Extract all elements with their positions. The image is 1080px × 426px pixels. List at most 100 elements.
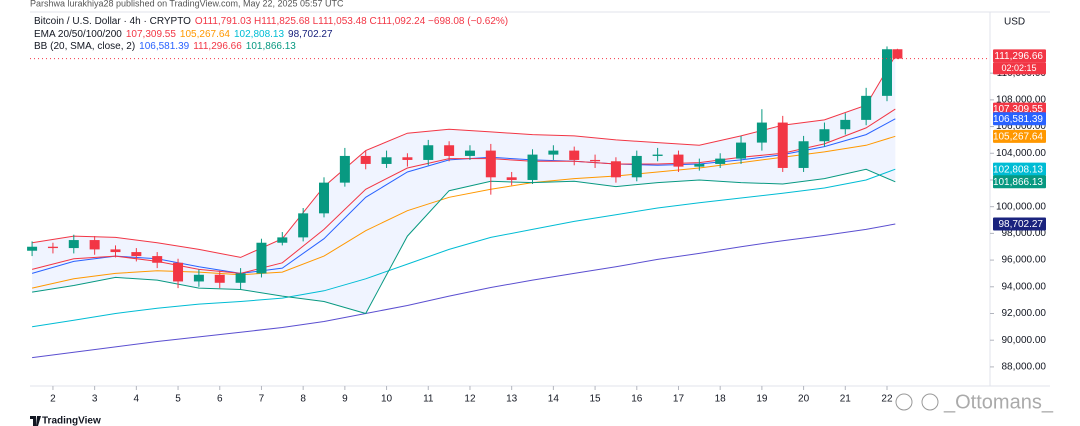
price-badge: [993, 162, 1046, 176]
candle-body: [464, 150, 475, 156]
y-tick-label: 90,000.00: [1002, 335, 1047, 346]
y-tick-label: 96,000.00: [1002, 255, 1047, 266]
y-tick-label: 106,000.00: [996, 121, 1046, 132]
price-badge-label: 111,296.66: [994, 51, 1043, 62]
x-tick-label: 2: [50, 394, 56, 405]
candle-body: [235, 273, 246, 283]
legend-value: 102,808.13: [234, 29, 284, 40]
price-badge: [993, 217, 1046, 231]
candle-body: [840, 119, 851, 130]
symbol: Bitcoin / U.S. Dollar · 4h · CRYPTO: [34, 16, 191, 27]
candle-body: [881, 49, 892, 96]
candle-body: [193, 274, 204, 282]
x-tick-label: 3: [92, 394, 98, 405]
legend-label: EMA 20/50/100/200: [34, 29, 122, 40]
candle-body: [506, 177, 517, 180]
price-badge-label: 107,309.55: [993, 104, 1043, 115]
candle-body: [360, 155, 371, 164]
legend-label: BB (20, SMA, close, 2): [34, 41, 135, 52]
candle-body: [590, 159, 601, 162]
candle-body: [89, 240, 100, 250]
candle-body: [47, 246, 58, 249]
logo: [30, 416, 41, 426]
candle-body: [27, 246, 38, 251]
y-tick-label: 100,000.00: [996, 201, 1046, 212]
legend-value: 106,581.39: [139, 41, 189, 52]
x-tick-label: 15: [590, 394, 602, 405]
price-badge-label: 102,808.13: [993, 164, 1043, 175]
candle-body: [892, 49, 903, 59]
candle-body: [673, 154, 684, 167]
credit: Parshwa lurakhiya28 published on Trading…: [30, 0, 344, 8]
candle-body: [256, 242, 267, 274]
indicator-line: [32, 168, 896, 328]
x-tick-label: 17: [673, 394, 685, 405]
y-tick-label: 104,000.00: [996, 148, 1046, 159]
candle-body: [319, 182, 330, 214]
legend-value: 107,309.55: [126, 29, 176, 40]
candle-body: [569, 150, 580, 160]
y-tick-label: 94,000.00: [1002, 281, 1047, 292]
legend-row: EMA 20/50/100/200 107,309.55 105,267.64 102…: [34, 29, 333, 40]
candle-body: [214, 274, 225, 283]
x-tick-label: 18: [715, 394, 727, 405]
candle-body: [694, 163, 705, 167]
candle-body: [631, 155, 642, 178]
candle-body: [381, 157, 392, 164]
x-tick-label: 12: [464, 394, 476, 405]
y-tick-label: 92,000.00: [1002, 308, 1047, 319]
plot: 88,000.00 90,000.00 92,000.00 94,000.00 96,0…: [27, 46, 1047, 405]
candle-body: [819, 129, 830, 142]
candle-body: [756, 122, 767, 143]
currency: USD: [1004, 17, 1025, 28]
x-tick-label: 13: [506, 394, 518, 405]
candle-body: [715, 158, 726, 164]
candle-body: [861, 95, 872, 120]
x-tick-label: 11: [423, 394, 434, 405]
candle-body: [423, 145, 434, 160]
candle-body: [485, 150, 496, 178]
ohlc: O111,791.03 H111,825.68 L111,053.48 C111…: [195, 16, 508, 27]
watermark-icon: [895, 393, 913, 411]
price-badge: [993, 49, 1046, 63]
x-tick-label: 19: [756, 394, 768, 405]
candle-body: [736, 142, 747, 159]
x-tick-label: 7: [259, 394, 265, 405]
price-badge-label: 101,866.13: [993, 177, 1043, 188]
x-tick-label: 8: [300, 394, 306, 405]
bb-fill: [32, 55, 896, 314]
legend-row: BB (20, SMA, close, 2) 106,581.39 111,296.…: [34, 41, 296, 52]
x-tick-label: 21: [840, 394, 852, 405]
candle-body: [339, 155, 350, 183]
candle-body: [652, 154, 663, 156]
candle-body: [402, 157, 413, 160]
candle-body: [298, 213, 309, 238]
candle-body: [68, 240, 79, 249]
price-badge-label: 106,581.39: [993, 114, 1043, 125]
price-badge: [993, 112, 1046, 126]
legends: EMA 20/50/100/200 107,309.55 105,267.64 102…: [34, 29, 333, 52]
candle-body: [548, 150, 559, 155]
indicator-line: [32, 223, 896, 359]
legend-value: 111,296.66: [193, 41, 242, 52]
legend-value: 98,702.27: [288, 29, 333, 40]
candle-body: [610, 161, 621, 178]
price-badge: [993, 129, 1046, 143]
legend-value: 101,866.13: [246, 41, 296, 52]
price-badge-label: 105,267.64: [993, 131, 1043, 142]
x-tick-label: 22: [881, 394, 893, 405]
candle-body: [131, 252, 142, 257]
candle-body: [444, 145, 455, 156]
x-tick-label: 5: [175, 394, 181, 405]
candle-body: [152, 256, 163, 263]
price-badge: [993, 175, 1046, 189]
price-badge-sub: [993, 62, 1046, 75]
x-tick-label: 9: [342, 394, 348, 405]
price-badge-timer: 02:02:15: [1001, 63, 1036, 73]
candle-body: [798, 141, 809, 168]
y-tick-label: 88,000.00: [1002, 362, 1047, 373]
candle-body: [777, 122, 788, 168]
x-tick-label: 10: [381, 394, 393, 405]
